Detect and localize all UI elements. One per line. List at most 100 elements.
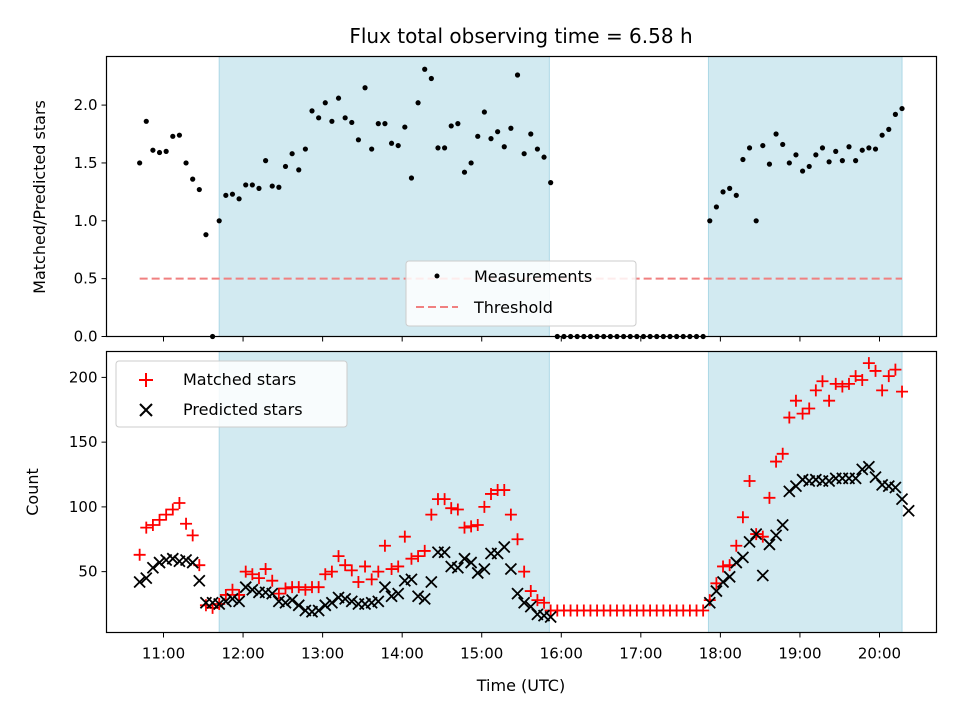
predicted-star-point [471, 566, 484, 580]
predicted-star-point [451, 561, 464, 574]
measurement-point [249, 182, 255, 188]
predicted-star-point [226, 592, 239, 605]
measurement-point [508, 125, 514, 131]
x-tick-label: 11:00 [142, 645, 185, 663]
predicted-star-point [730, 556, 743, 569]
measurement-point [760, 142, 766, 149]
predicted-star-point [186, 556, 199, 569]
measurement-point [362, 85, 368, 91]
measurement-point [375, 121, 381, 127]
matched-star-point [352, 575, 365, 588]
measurement-point [329, 118, 335, 124]
measurement-point [819, 145, 826, 151]
measurement-point [335, 95, 342, 101]
predicted-star-point [166, 552, 179, 565]
predicted-star-point [862, 460, 876, 473]
matched-star-point [485, 487, 498, 500]
measurement-point [316, 115, 322, 121]
predicted-star-point [153, 556, 166, 569]
measurement-point [892, 111, 898, 117]
predicted-star-point [464, 556, 478, 569]
top-legend-box [405, 260, 637, 327]
matched-star-point [856, 373, 869, 386]
measurement-point [395, 142, 401, 149]
measurement-point [713, 204, 720, 210]
top-x-ticks [163, 336, 880, 342]
measurement-point [853, 158, 859, 164]
matched-star-point [325, 565, 338, 578]
matched-star-point [372, 565, 385, 578]
measurement-point [866, 145, 872, 151]
measurement-point [740, 156, 746, 163]
predicted-star-point [703, 596, 716, 609]
measurement-point [899, 105, 905, 112]
x-tick-label: 13:00 [301, 645, 344, 663]
predicted-stars-points [133, 460, 915, 624]
measurement-point [322, 100, 328, 106]
measurement-point [296, 167, 302, 173]
matched-star-point [783, 411, 796, 424]
predicted-star-point [763, 538, 776, 551]
matched-star-point [511, 533, 524, 546]
x-axis-label: Time (UTC) [476, 676, 565, 695]
matched-star-point [823, 394, 836, 407]
matched-star-point [465, 520, 478, 533]
y-tick-label: 150 [69, 433, 98, 451]
predicted-star-point [756, 569, 769, 582]
measurement-point [806, 163, 812, 170]
measurement-point [448, 123, 454, 129]
predicted-star-point [232, 595, 246, 608]
measurement-point [156, 149, 163, 156]
legend-threshold-label: Threshold [473, 298, 553, 317]
matched-star-point [518, 565, 531, 578]
measurement-point [428, 75, 434, 82]
predicted-star-point [776, 518, 789, 532]
measurement-point [799, 168, 806, 174]
legend-predicted-marker [139, 403, 153, 417]
measurement-point [475, 133, 481, 139]
matched-star-point [717, 560, 730, 573]
measurement-point [501, 144, 507, 150]
measurement-point [282, 163, 289, 170]
matched-star-point [703, 594, 716, 607]
matched-star-point [412, 550, 425, 563]
matched-star-point [504, 508, 517, 521]
matched-star-point [246, 568, 259, 581]
measurement-point [813, 152, 819, 158]
predicted-star-point [716, 575, 730, 589]
predicted-star-point [511, 587, 524, 600]
measurement-point [773, 131, 779, 137]
matched-star-point [226, 583, 239, 596]
top-legend: Measurements Threshold [405, 260, 637, 327]
predicted-star-point [544, 610, 557, 624]
matched-star-point [299, 583, 312, 596]
measurement-point [707, 218, 713, 224]
y-tick-label: 2.0 [74, 96, 98, 114]
matched-star-point [710, 577, 723, 590]
predicted-star-point [750, 527, 763, 541]
measurement-point [780, 141, 786, 148]
predicted-star-point [219, 595, 232, 608]
matched-star-point [425, 508, 438, 521]
measurement-point [150, 147, 156, 153]
predicted-star-point [392, 587, 405, 600]
measurement-point [534, 146, 541, 152]
bottom-y-axis: 50 100 150 200 [69, 368, 107, 581]
measurement-point [229, 191, 236, 197]
predicted-star-point [285, 593, 299, 607]
bottom-legend-box [115, 360, 348, 428]
x-tick-label: 20:00 [858, 645, 901, 663]
matched-star-point [498, 484, 511, 497]
y-tick-label: 1.0 [74, 212, 98, 230]
measurement-point [859, 147, 865, 153]
matched-star-point [180, 517, 193, 530]
measurement-point [435, 145, 441, 151]
matched-star-point [789, 394, 802, 407]
matched-star-point [451, 503, 464, 516]
predicted-star-point [902, 504, 915, 517]
matched-star-point [763, 491, 776, 504]
predicted-star-point [518, 596, 531, 609]
matched-star-point [849, 370, 862, 383]
predicted-star-point [405, 573, 418, 586]
